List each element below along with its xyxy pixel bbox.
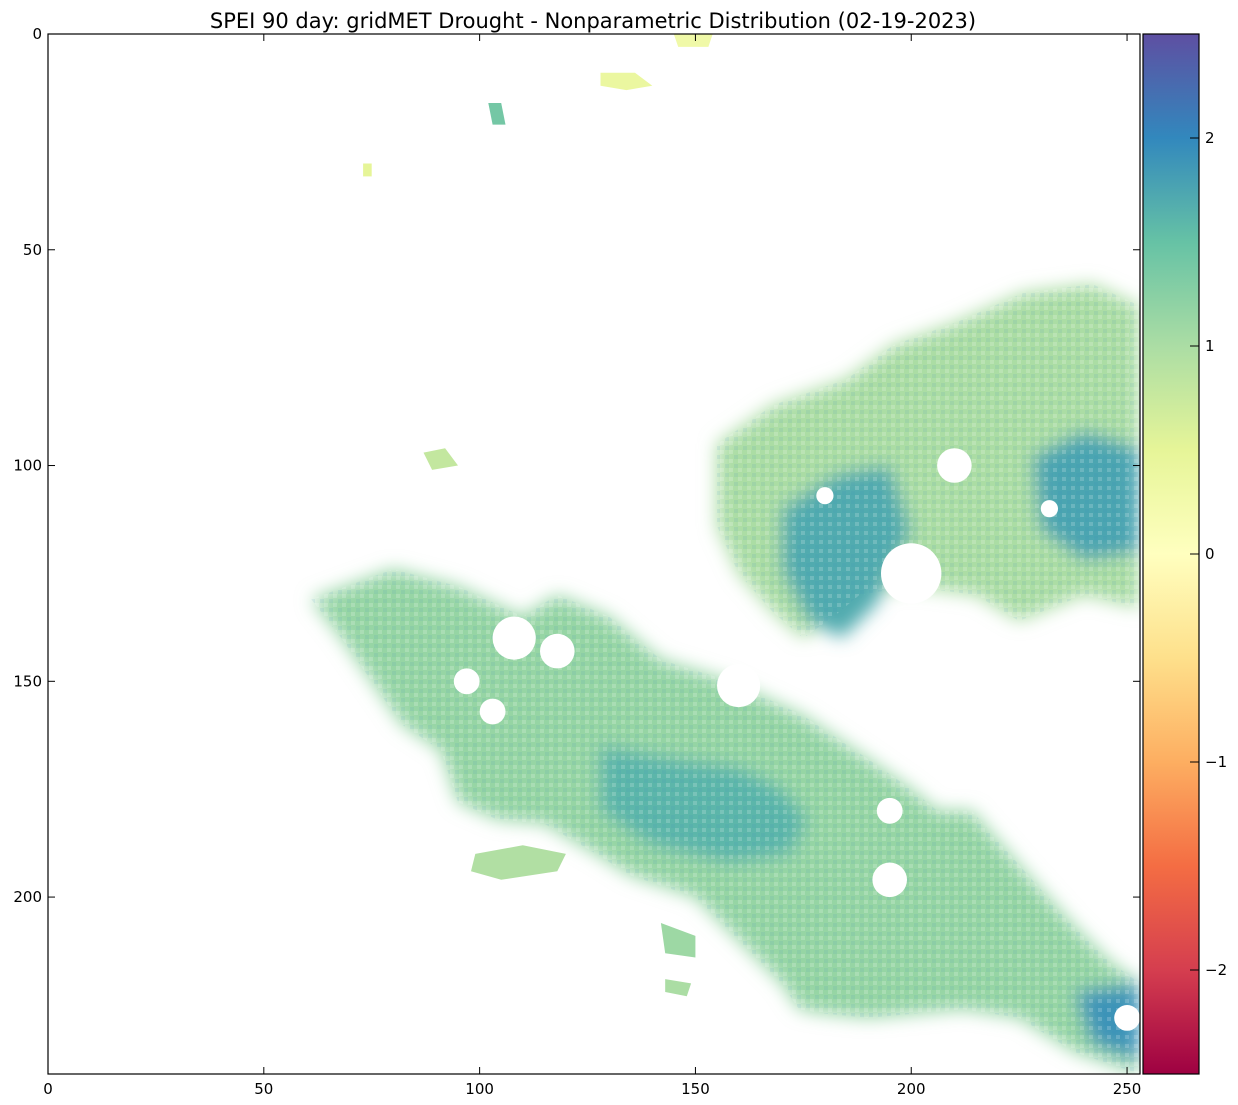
y-tick-label: 0 [32, 25, 42, 43]
heat-region-9 [488, 103, 506, 125]
colorbar-tick-label: −2 [1205, 961, 1227, 979]
masked-hole-12 [941, 1056, 968, 1074]
x-tick-label: 0 [43, 1080, 53, 1098]
y-tick-label: 150 [13, 672, 42, 690]
heat-region-7 [660, 923, 696, 958]
heat-region-13 [363, 163, 372, 177]
colorbar-tick-label: −1 [1205, 753, 1227, 771]
x-tick-label: 150 [681, 1080, 710, 1098]
masked-hole-2 [479, 698, 506, 725]
x-tick-label: 200 [897, 1080, 926, 1098]
x-axis: 0 50 100 150 200 250 [43, 34, 1141, 1098]
heat-region-10 [600, 72, 653, 91]
masked-hole-8 [872, 862, 907, 898]
masked-hole-5 [881, 543, 942, 604]
plot-area: 0 50 100 150 200 250 0 50 100 150 200 [13, 25, 1141, 1098]
masked-hole-6 [928, 655, 981, 708]
colorbar: 2 1 0 −1 −2 [1142, 33, 1227, 1075]
masked-hole-10 [1040, 500, 1058, 518]
masked-hole-1 [540, 633, 575, 669]
heatmap-layer [311, 34, 1140, 1074]
masked-hole-3 [453, 668, 480, 695]
masked-hole-9 [937, 448, 972, 483]
masked-hole-7 [717, 664, 761, 708]
heat-region-8 [665, 979, 692, 997]
x-tick-label: 50 [254, 1080, 273, 1098]
heat-region-6 [471, 845, 566, 880]
heat-texture-1 [717, 284, 1140, 639]
y-tick-label: 100 [13, 457, 42, 475]
masked-hole-4 [816, 487, 834, 505]
x-tick-label: 250 [1113, 1080, 1142, 1098]
heat-region-12 [423, 448, 458, 470]
heat-region-11 [673, 34, 713, 47]
colorbar-tick-label: 1 [1205, 337, 1215, 355]
colorbar-ticks: 2 1 0 −1 −2 [1190, 129, 1227, 979]
y-axis: 0 50 100 150 200 [13, 25, 1140, 906]
heat-texture-0 [311, 569, 1140, 1074]
chart-title: SPEI 90 day: gridMET Drought - Nonparame… [210, 9, 976, 33]
masked-hole-11 [876, 797, 903, 824]
x-tick-label: 100 [465, 1080, 494, 1098]
y-tick-label: 50 [23, 241, 42, 259]
plot-frame [47, 33, 1141, 1075]
y-tick-label: 200 [13, 888, 42, 906]
colorbar-fill [1143, 34, 1199, 1074]
colorbar-tick-label: 0 [1205, 545, 1215, 563]
masked-hole-13 [1114, 1005, 1140, 1031]
masked-hole-0 [492, 616, 536, 660]
colorbar-tick-label: 2 [1205, 129, 1215, 147]
